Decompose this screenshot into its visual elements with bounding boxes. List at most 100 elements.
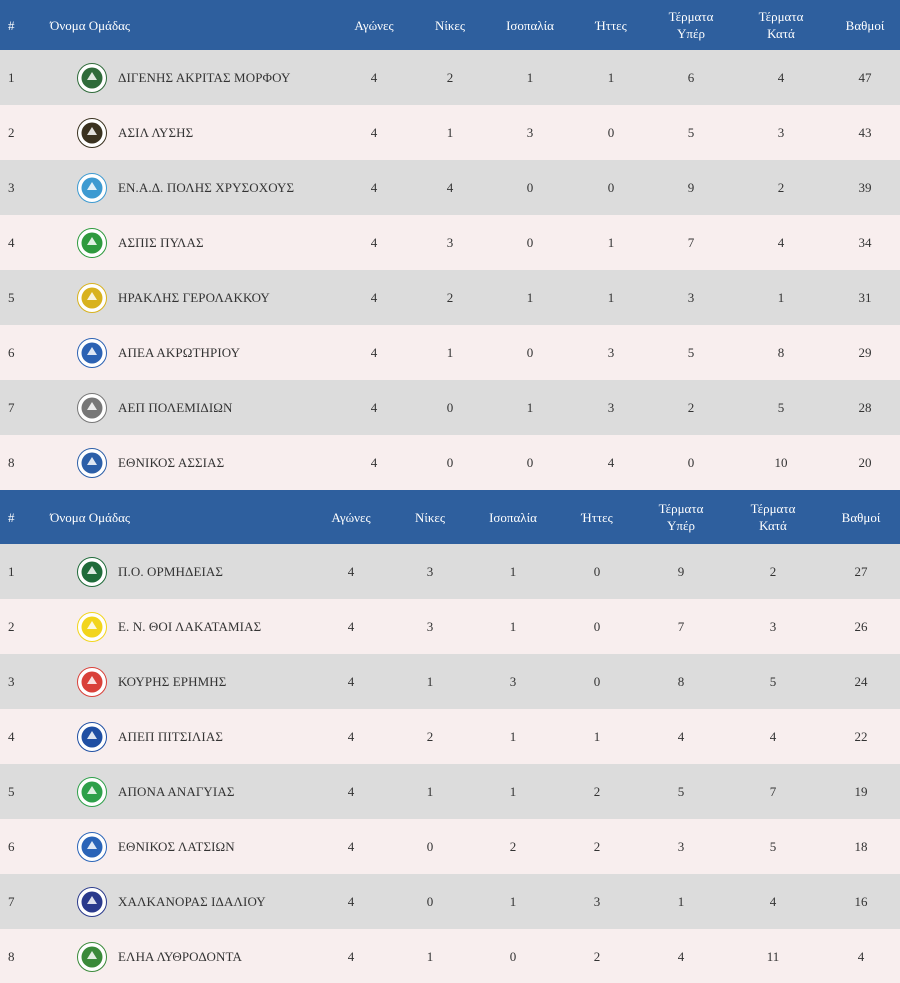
team-cell[interactable]: ΕΝ.Α.Δ. ΠΟΛΗΣ ΧΡΥΣΟΧΟΥΣ	[36, 160, 336, 215]
team-cell[interactable]: Ε. Ν. ΘΟΙ ΛΑΚΑΤΑΜΙΑΣ	[36, 599, 312, 654]
team-name[interactable]: ΑΠΕΑ ΑΚΡΩΤΗΡΙΟΥ	[118, 344, 241, 360]
table-row[interactable]: 2 ΑΣΙΛ ΛΥΣΗΣ 4 1 3 0 5 3 43	[0, 105, 900, 160]
table-row[interactable]: 7 ΧΑΛΚΑΝΟΡΑΣ ΙΔΑΛΙΟΥ 4 0 1 3 1 4 16	[0, 874, 900, 929]
team-name[interactable]: ΑΠΕΠ ΠΙΤΣΙΛΙΑΣ	[118, 728, 224, 744]
goals-against-cell: 4	[769, 893, 777, 909]
table-row[interactable]: 5 ΗΡΑΚΛΗΣ ΓΕΡΟΛΑΚΚΟΥ 4 2 1 1 3 1 31	[0, 270, 900, 325]
team-name[interactable]: ΚΟΥΡΗΣ ΕΡΗΜΗΣ	[118, 673, 227, 689]
team-name[interactable]: Π.Ο. ΟΡΜΗΔΕΙΑΣ	[118, 563, 224, 579]
team-cell[interactable]: ΕΘΝΙΚΟΣ ΑΣΣΙΑΣ	[36, 435, 336, 490]
header-goals-for[interactable]: Τέρματα Υπέρ	[650, 0, 732, 50]
team-cell[interactable]: ΕΘΝΙΚΟΣ ΛΑΤΣΙΩΝ	[36, 819, 312, 874]
table-row[interactable]: 8 ΕΛΗΑ ΛΥΘΡΟΔΟΝΤΑ 4 1 0 2 4 11 4	[0, 929, 900, 983]
team-cell[interactable]: Π.Ο. ΟΡΜΗΔΕΙΑΣ	[36, 544, 312, 599]
draws-cell: 1	[526, 69, 534, 85]
table-row[interactable]: 4 ΑΠΕΠ ΠΙΤΣΙΛΙΑΣ 4 2 1 1 4 4 22	[0, 709, 900, 764]
header-goals-against[interactable]: Τέρματα Κατά	[732, 0, 830, 50]
header-goals-against-line2: Κατά	[759, 518, 787, 533]
header-rank[interactable]: #	[8, 17, 15, 33]
table-row[interactable]: 6 ΕΘΝΙΚΟΣ ΛΑΤΣΙΩΝ 4 0 2 2 3 5 18	[0, 819, 900, 874]
points-cell: 47	[858, 69, 872, 85]
losses-cell: 1	[607, 289, 615, 305]
team-cell[interactable]: ΑΠΕΠ ΠΙΤΣΙΛΙΑΣ	[36, 709, 312, 764]
header-draws[interactable]: Ισοπαλία	[506, 17, 554, 33]
team-cell[interactable]: ΑΠΟΝΑ ΑΝΑΓΥΙΑΣ	[36, 764, 312, 819]
header-team[interactable]: Όνομα Ομάδας	[50, 509, 131, 525]
table-row[interactable]: 6 ΑΠΕΑ ΑΚΡΩΤΗΡΙΟΥ 4 1 0 3 5 8 29	[0, 325, 900, 380]
losses-cell: 0	[607, 179, 615, 195]
rank-cell: 5	[8, 289, 15, 305]
goals-against-cell: 8	[777, 344, 785, 360]
table-row[interactable]: 3 ΕΝ.Α.Δ. ΠΟΛΗΣ ΧΡΥΣΟΧΟΥΣ 4 4 0 0 9 2 39	[0, 160, 900, 215]
points-cell: 27	[854, 563, 868, 579]
wins-cell: 0	[426, 893, 434, 909]
losses-cell: 0	[593, 673, 601, 689]
team-cell[interactable]: ΑΣΠΙΣ ΠΥΛΑΣ	[36, 215, 336, 270]
header-wins[interactable]: Νίκες	[434, 17, 466, 33]
header-losses[interactable]: Ήττες	[595, 17, 627, 33]
team-cell[interactable]: ΚΟΥΡΗΣ ΕΡΗΜΗΣ	[36, 654, 312, 709]
header-goals-against[interactable]: Τέρματα Κατά	[724, 490, 822, 544]
team-name[interactable]: Ε. Ν. ΘΟΙ ΛΑΚΑΤΑΜΙΑΣ	[118, 618, 262, 634]
wins-cell: 0	[446, 454, 454, 470]
team-name[interactable]: ΧΑΛΚΑΝΟΡΑΣ ΙΔΑΛΙΟΥ	[118, 893, 266, 909]
table-row[interactable]: 5 ΑΠΟΝΑ ΑΝΑΓΥΙΑΣ 4 1 1 2 5 7 19	[0, 764, 900, 819]
points-cell: 4	[857, 948, 865, 964]
goals-for-cell: 2	[687, 399, 695, 415]
team-cell[interactable]: ΔΙΓΕΝΗΣ ΑΚΡΙΤΑΣ ΜΟΡΦΟΥ	[36, 50, 336, 105]
played-cell: 4	[370, 69, 378, 85]
table-row[interactable]: 3 ΚΟΥΡΗΣ ΕΡΗΜΗΣ 4 1 3 0 8 5 24	[0, 654, 900, 709]
rank-cell: 6	[8, 344, 15, 360]
team-name[interactable]: ΑΣΙΛ ΛΥΣΗΣ	[118, 124, 194, 140]
header-rank[interactable]: #	[8, 509, 15, 525]
team-cell[interactable]: ΑΣΙΛ ΛΥΣΗΣ	[36, 105, 336, 160]
wins-cell: 1	[426, 673, 434, 689]
team-name[interactable]: ΕΛΗΑ ΛΥΘΡΟΔΟΝΤΑ	[118, 948, 243, 964]
table-row[interactable]: 2 Ε. Ν. ΘΟΙ ΛΑΚΑΤΑΜΙΑΣ 4 3 1 0 7 3 26	[0, 599, 900, 654]
table-row[interactable]: 4 ΑΣΠΙΣ ΠΥΛΑΣ 4 3 0 1 7 4 34	[0, 215, 900, 270]
points-cell: 28	[858, 399, 872, 415]
team-cell[interactable]: ΑΕΠ ΠΟΛΕΜΙΔΙΩΝ	[36, 380, 336, 435]
played-cell: 4	[347, 728, 355, 744]
wins-cell: 3	[446, 234, 454, 250]
table-header-row: # Όνομα Ομάδας Αγώνες Νίκες Ισοπαλία Ήττ…	[0, 490, 900, 544]
header-played[interactable]: Αγώνες	[331, 509, 371, 525]
team-name[interactable]: ΕΘΝΙΚΟΣ ΑΣΣΙΑΣ	[118, 454, 225, 470]
goals-against-cell: 2	[769, 563, 777, 579]
goals-for-cell: 8	[677, 673, 685, 689]
header-points[interactable]: Βαθμοί	[845, 17, 885, 33]
header-draws[interactable]: Ισοπαλία	[489, 509, 537, 525]
losses-cell: 3	[607, 399, 615, 415]
team-cell[interactable]: ΗΡΑΚΛΗΣ ΓΕΡΟΛΑΚΚΟΥ	[36, 270, 336, 325]
team-name[interactable]: ΑΕΠ ΠΟΛΕΜΙΔΙΩΝ	[118, 399, 233, 415]
draws-cell: 2	[509, 838, 517, 854]
team-name[interactable]: ΑΣΠΙΣ ΠΥΛΑΣ	[118, 234, 204, 250]
aspis-crest-icon	[77, 227, 107, 258]
apona-crest-icon	[77, 776, 107, 807]
header-points[interactable]: Βαθμοί	[841, 509, 881, 525]
team-cell[interactable]: ΑΠΕΑ ΑΚΡΩΤΗΡΙΟΥ	[36, 325, 336, 380]
losses-cell: 0	[593, 618, 601, 634]
header-wins[interactable]: Νίκες	[414, 509, 446, 525]
header-team[interactable]: Όνομα Ομάδας	[50, 17, 131, 33]
goals-for-cell: 9	[677, 563, 685, 579]
team-cell[interactable]: ΕΛΗΑ ΛΥΘΡΟΔΟΝΤΑ	[36, 929, 312, 983]
points-cell: 43	[858, 124, 872, 140]
draws-cell: 3	[509, 673, 517, 689]
header-goals-for[interactable]: Τέρματα Υπέρ	[638, 490, 724, 544]
header-played[interactable]: Αγώνες	[354, 17, 394, 33]
table-row[interactable]: 1 Π.Ο. ΟΡΜΗΔΕΙΑΣ 4 3 1 0 9 2 27	[0, 544, 900, 599]
table-row[interactable]: 1 ΔΙΓΕΝΗΣ ΑΚΡΙΤΑΣ ΜΟΡΦΟΥ 4 2 1 1 6 4 47	[0, 50, 900, 105]
team-name[interactable]: ΑΠΟΝΑ ΑΝΑΓΥΙΑΣ	[118, 783, 235, 799]
header-losses[interactable]: Ήττες	[581, 509, 613, 525]
wins-cell: 2	[446, 289, 454, 305]
team-name[interactable]: ΗΡΑΚΛΗΣ ΓΕΡΟΛΑΚΚΟΥ	[118, 289, 270, 305]
table-row[interactable]: 7 ΑΕΠ ΠΟΛΕΜΙΔΙΩΝ 4 0 1 3 2 5 28	[0, 380, 900, 435]
team-name[interactable]: ΔΙΓΕΝΗΣ ΑΚΡΙΤΑΣ ΜΟΡΦΟΥ	[118, 69, 291, 85]
played-cell: 4	[370, 234, 378, 250]
table-row[interactable]: 8 ΕΘΝΙΚΟΣ ΑΣΣΙΑΣ 4 0 0 4 0 10 20	[0, 435, 900, 490]
team-cell[interactable]: ΧΑΛΚΑΝΟΡΑΣ ΙΔΑΛΙΟΥ	[36, 874, 312, 929]
points-cell: 19	[854, 783, 868, 799]
team-name[interactable]: ΕΝ.Α.Δ. ΠΟΛΗΣ ΧΡΥΣΟΧΟΥΣ	[118, 179, 295, 195]
team-name[interactable]: ΕΘΝΙΚΟΣ ΛΑΤΣΙΩΝ	[118, 838, 235, 854]
